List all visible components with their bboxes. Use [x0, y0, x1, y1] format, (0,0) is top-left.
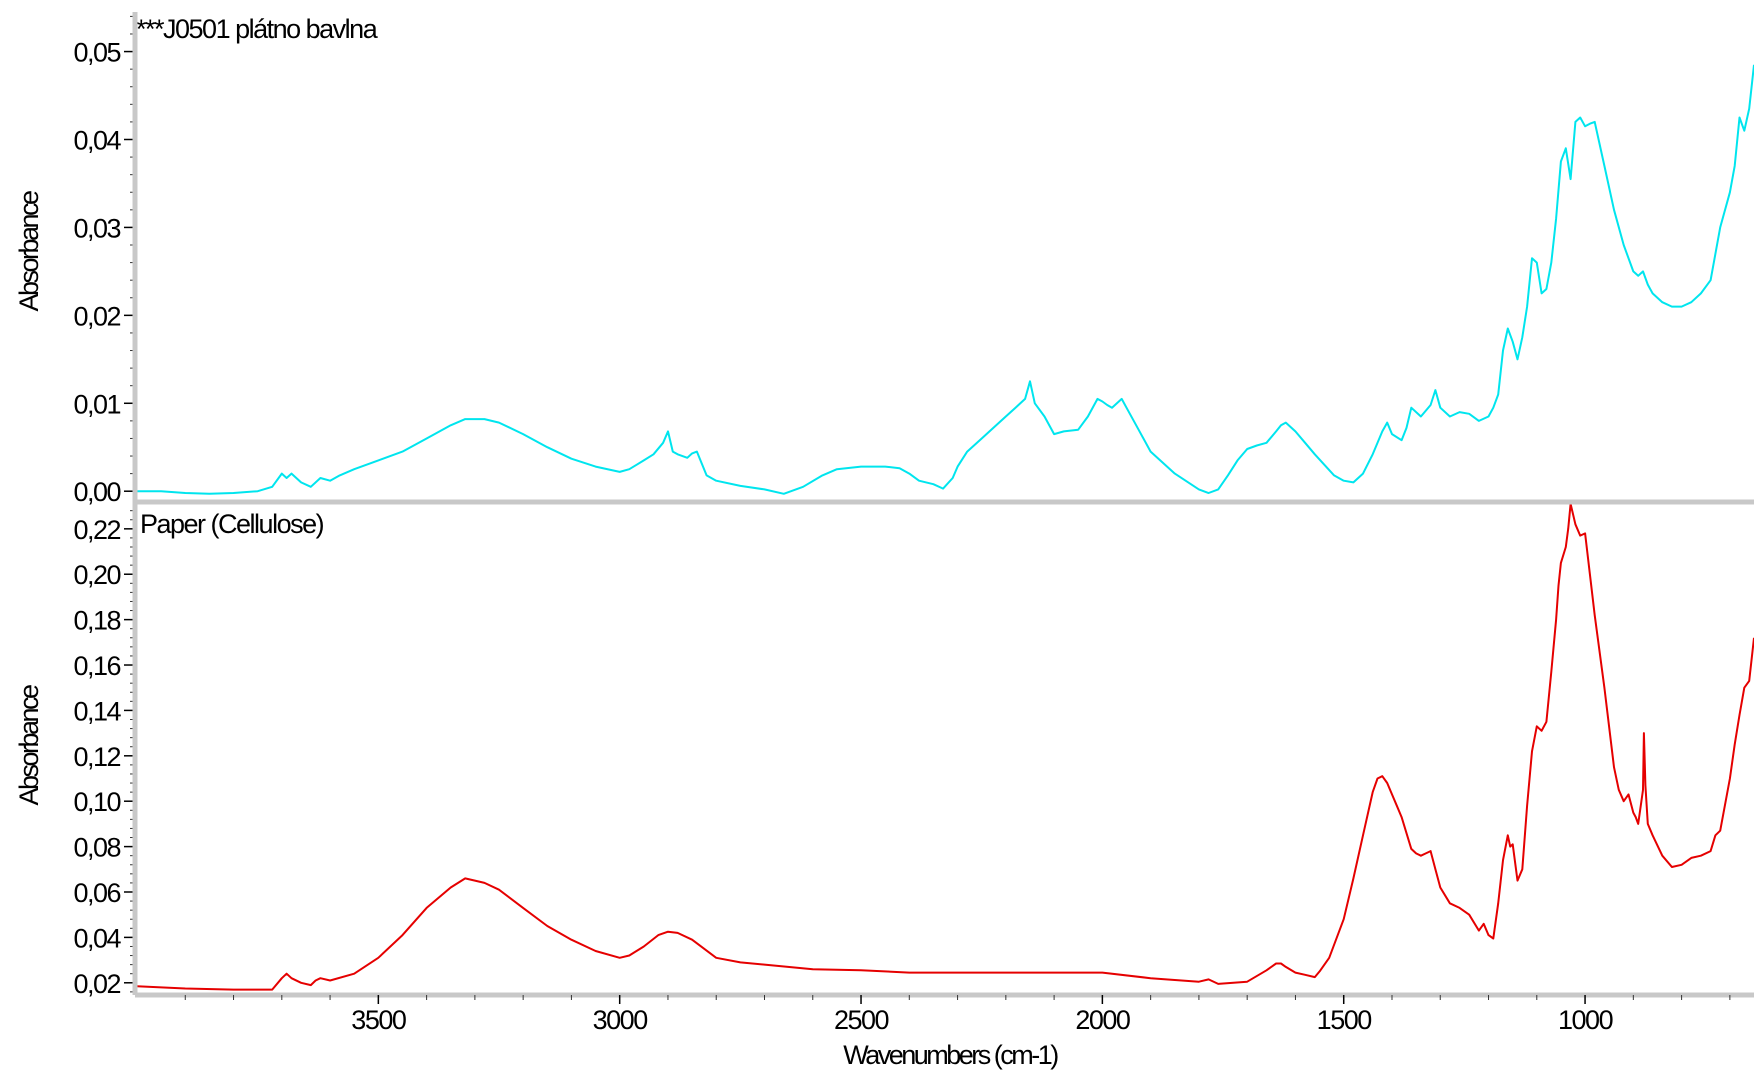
bottom-y-tick-label: 0,02: [73, 969, 120, 999]
top-y-tick-label: 0,04: [73, 125, 121, 155]
top-y-ticks: 0,00 0,01 0,02 0,03 0,04 0,05: [73, 38, 135, 507]
chart-frame: [132, 12, 1754, 998]
top-y-tick-label: 0,00: [73, 477, 120, 507]
bottom-y-tick-label: 0,12: [73, 742, 120, 772]
top-y-tick-label: 0,01: [73, 389, 120, 419]
bottom-spectrum-line: [136, 502, 1754, 991]
bottom-y-tick-label: 0,04: [73, 923, 121, 953]
x-tick-label: 2500: [834, 1005, 889, 1035]
top-panel-title: ***J0501 plátno bavlna: [136, 14, 379, 44]
bottom-y-tick-label: 0,16: [73, 651, 120, 681]
bottom-y-ticks: 0,02 0,04 0,06 0,08 0,10 0,12 0,14 0,16 0,18 0,20…: [73, 515, 135, 999]
bottom-y-tick-label: 0,14: [73, 696, 121, 726]
bottom-y-tick-label: 0,06: [73, 878, 120, 908]
top-y-tick-label: 0,03: [73, 213, 120, 243]
bottom-panel-title: Paper (Cellulose): [140, 509, 324, 539]
top-y-tick-label: 0,05: [73, 38, 120, 68]
x-tick-label: 2000: [1075, 1005, 1130, 1035]
bottom-y-tick-label: 0,08: [73, 833, 120, 863]
bottom-y-tick-label: 0,20: [73, 560, 120, 590]
top-spectrum-line: [137, 64, 1754, 495]
x-tick-label: 1500: [1317, 1005, 1372, 1035]
bottom-y-tick-label: 0,10: [73, 787, 120, 817]
bottom-y-tick-label: 0,18: [73, 606, 120, 636]
x-tick-label: 1000: [1558, 1005, 1613, 1035]
top-y-tick-label: 0,02: [73, 301, 120, 331]
x-tick-label: 3000: [593, 1005, 648, 1035]
top-y-axis-title: Absorbance: [14, 191, 44, 312]
x-axis-ticks: 3500 3000 2500 2000 1500 1000: [184, 995, 1731, 1035]
bottom-y-axis-title: Absorbance: [14, 685, 44, 806]
panel-top: 0,00 0,01 0,02 0,03 0,04 0,05 ***J0501 plátno…: [14, 14, 1754, 507]
x-axis-title: Wavenumbers (cm-1): [843, 1040, 1058, 1070]
x-tick-label: 3500: [351, 1005, 406, 1035]
bottom-y-tick-label: 0,22: [73, 515, 120, 545]
panel-bottom: 0,02 0,04 0,06 0,08 0,10 0,12 0,14 0,16 0,18 0,20…: [14, 502, 1754, 999]
